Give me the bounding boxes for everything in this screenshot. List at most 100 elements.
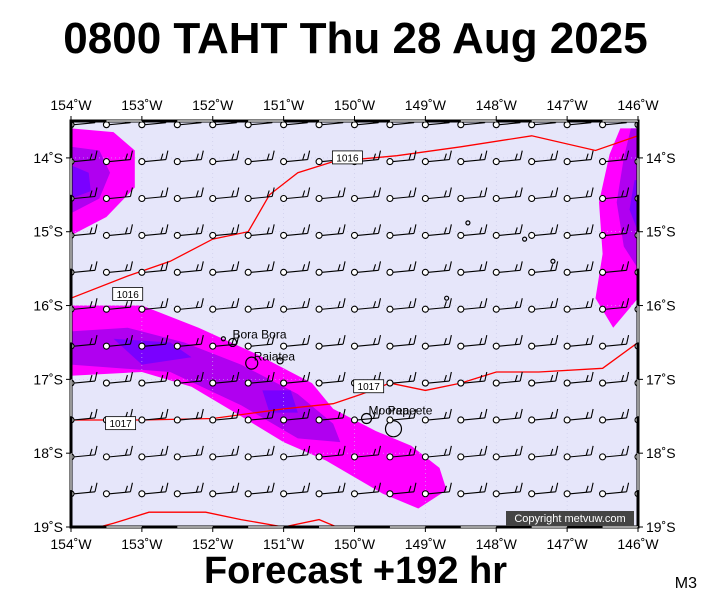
wind-barb-icon (528, 187, 559, 203)
station-circle-icon (280, 416, 288, 424)
station-circle-icon (563, 231, 571, 239)
wind-barb-icon (173, 371, 204, 387)
wind-barb-icon (599, 408, 630, 424)
station-circle-icon (421, 158, 429, 166)
wind-barb-icon (209, 408, 240, 424)
lon-tick-label-bottom: 151˚W (263, 536, 305, 552)
wind-barb-icon (563, 261, 594, 276)
place-label: Papeete (388, 403, 433, 417)
wind-barb-icon (457, 187, 488, 203)
wind-barb-icon (173, 224, 204, 239)
station-circle-icon (209, 416, 217, 424)
wind-barb-icon (138, 224, 169, 239)
station-circle-icon (315, 305, 323, 313)
rain-region-heavy (71, 165, 91, 199)
station-circle-icon (492, 342, 500, 350)
wind-barb-icon (315, 335, 346, 350)
station-circle-icon (599, 342, 607, 350)
lat-tick-label-right: 16˚S (646, 298, 676, 314)
isobar-label-text: 1017 (358, 382, 381, 393)
station-circle-icon (457, 453, 465, 461)
station-circle-icon (563, 416, 571, 424)
station-circle-icon (528, 194, 536, 203)
wind-barb-icon (102, 261, 133, 276)
station-circle-icon (102, 342, 110, 350)
wind-barb-icon (492, 408, 523, 424)
station-circle-icon (563, 342, 571, 350)
wind-barb-icon (386, 445, 417, 461)
wind-barb-icon (492, 150, 523, 166)
wind-barb-icon (386, 187, 417, 203)
station-circle-icon (315, 490, 323, 498)
station-circle-icon (528, 453, 536, 461)
station-circle-icon (563, 305, 571, 313)
wind-barb-icon (280, 298, 311, 313)
station-circle-icon (457, 268, 465, 276)
wind-barb-icon (173, 150, 204, 166)
lon-tick-label-bottom: 146˚W (617, 536, 659, 552)
station-circle-icon (599, 158, 607, 166)
station-circle-icon (528, 490, 536, 498)
wind-barb-icon (173, 187, 204, 203)
wind-barb-icon (492, 371, 523, 387)
station-circle-icon (209, 305, 217, 313)
station-circle-icon (528, 268, 536, 276)
isobar-label: 1017 (353, 379, 385, 393)
wind-barb-icon (599, 187, 630, 203)
station-circle-icon (173, 121, 181, 129)
station-circle-icon (563, 158, 571, 166)
lon-tick-label-top: 153˚W (121, 97, 163, 113)
copyright-text: Copyright metvuw.com (514, 513, 625, 525)
isobar-label: 1017 (105, 416, 137, 430)
lon-tick-label-bottom: 149˚W (405, 536, 447, 552)
place-label: Moorea (369, 403, 410, 417)
station-circle-icon (173, 158, 181, 166)
station-circle-icon (280, 121, 288, 129)
wind-barb-icon (209, 261, 240, 276)
wind-barb-icon (421, 187, 452, 203)
station-circle-icon (457, 305, 465, 313)
station-circle-icon (350, 121, 359, 129)
wind-barb-icon (421, 298, 452, 313)
wind-barb-icon (350, 408, 382, 424)
station-circle-icon (528, 305, 536, 313)
station-circle-icon (244, 231, 252, 239)
station-circle-icon (102, 379, 110, 387)
isobar-label-text: 1017 (109, 419, 132, 430)
lat-tick-label-left: 19˚S (33, 519, 63, 535)
wind-barb-icon (386, 224, 417, 239)
station-circle-icon (315, 231, 323, 239)
station-circle-icon (350, 231, 359, 239)
wind-barb-icon (138, 298, 169, 313)
wind-barb-icon (457, 150, 488, 166)
station-circle-icon (421, 453, 429, 461)
station-circle-icon (599, 490, 607, 498)
station-circle-icon (599, 416, 607, 424)
wind-barb-icon (138, 150, 169, 166)
station-circle-icon (457, 158, 465, 166)
station-circle-icon (315, 121, 323, 129)
isobar-label-text: 1016 (117, 290, 140, 301)
map-plot-area: 1016 1016 1017 1017 Bora Bora Raiatea MooreaPa… (71, 121, 638, 527)
lon-tick-label-bottom: 154˚W (50, 536, 92, 552)
station-circle-icon (138, 453, 146, 461)
isobar-line (71, 135, 638, 299)
station-circle-icon (138, 490, 146, 498)
isobar-label: 1016 (332, 150, 363, 164)
wind-barb-icon (492, 445, 523, 461)
wind-barb-icon (599, 261, 630, 276)
wind-barb-icon (280, 335, 311, 350)
wind-barb-icon (563, 445, 594, 461)
wind-barb-icon (315, 187, 346, 203)
wind-barb-icon (492, 261, 523, 276)
station-circle-icon (244, 416, 252, 424)
station-circle-icon (173, 268, 181, 276)
wind-barb-icon (421, 335, 452, 350)
wind-barb-icon (492, 482, 523, 498)
lon-tick-label-bottom: 147˚W (547, 536, 589, 552)
wind-barb-icon (528, 298, 559, 313)
wind-barb-icon (421, 371, 452, 387)
station-circle-icon (350, 490, 359, 498)
station-circle-icon (102, 194, 110, 203)
station-circle-icon (492, 490, 500, 498)
